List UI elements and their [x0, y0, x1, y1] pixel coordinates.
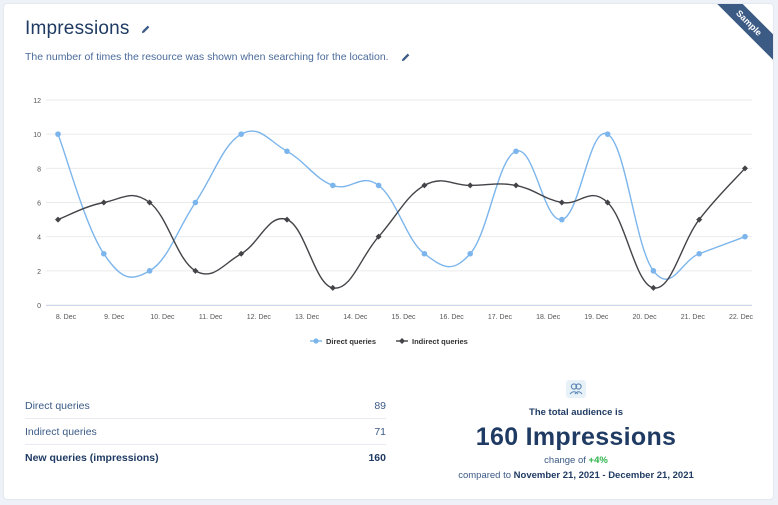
data-point — [55, 216, 61, 223]
series-line-direct — [57, 130, 746, 280]
data-point — [650, 284, 657, 291]
data-point — [238, 131, 244, 137]
stat-label: Direct queries — [25, 399, 90, 412]
x-tick-label: 9. Dec — [104, 314, 125, 321]
pencil-icon[interactable] — [400, 52, 411, 63]
data-point — [513, 148, 519, 155]
data-point — [559, 216, 565, 223]
stat-value: 89 — [374, 399, 386, 412]
data-point — [192, 199, 199, 206]
legend-marker — [399, 338, 405, 344]
data-point — [696, 216, 703, 223]
data-point — [329, 284, 336, 291]
stat-value: 71 — [374, 425, 386, 438]
x-tick-label: 22. Dec — [729, 314, 754, 321]
data-point — [742, 233, 748, 240]
data-point — [467, 182, 474, 189]
description: The number of times the resource was sho… — [25, 51, 389, 63]
title-row: Impressions — [25, 18, 151, 40]
impressions-card: Impressions The number of times the reso… — [3, 3, 774, 500]
data-point — [558, 199, 565, 206]
x-tick-label: 15. Dec — [391, 314, 416, 321]
description-row: The number of times the resource was sho… — [25, 51, 411, 63]
data-point — [238, 250, 245, 257]
x-tick-label: 12. Dec — [247, 314, 272, 321]
data-point — [742, 165, 748, 172]
data-point — [330, 182, 336, 189]
pencil-icon[interactable] — [140, 24, 151, 35]
y-tick-label: 10 — [33, 132, 41, 139]
data-point — [421, 250, 428, 257]
impressions-line-chart: 0 2 4 6 8 10 12 8. Dec 9. Dec 10. Dec 11. Dec 12. D… — [33, 98, 754, 346]
eye-icon — [761, 6, 771, 14]
x-tick-label: 10. Dec — [150, 314, 175, 321]
data-point — [284, 216, 290, 223]
stat-label: New queries (impressions) — [25, 451, 159, 464]
y-tick-label: 0 — [37, 303, 41, 310]
y-tick-label: 12 — [33, 98, 41, 105]
data-point — [101, 250, 107, 257]
data-point — [146, 199, 153, 206]
series-line-indirect — [57, 167, 746, 289]
compare-line: compared to November 21, 2021 - December… — [426, 470, 726, 481]
y-tick-label: 6 — [37, 201, 41, 208]
legend-marker — [313, 338, 319, 344]
x-tick-label: 19. Dec — [584, 314, 609, 321]
x-tick-label: 8. Dec — [56, 314, 77, 321]
compare-range: November 21, 2021 - December 21, 2021 — [513, 470, 694, 481]
data-point — [375, 182, 382, 189]
x-tick-label: 20. Dec — [633, 314, 658, 321]
y-tick-label: 2 — [37, 269, 41, 276]
stat-row-total: New queries (impressions) 160 — [25, 445, 386, 470]
page-title: Impressions — [25, 18, 130, 39]
stat-value: 160 — [368, 451, 386, 464]
data-point — [650, 268, 657, 274]
change-value: +4% — [588, 455, 608, 466]
change-prefix: change of — [544, 455, 586, 466]
data-point — [421, 182, 428, 189]
stats-table: Direct queries 89 Indirect queries 71 Ne… — [25, 393, 386, 470]
x-tick-label: 18. Dec — [536, 314, 561, 321]
stat-row-direct: Direct queries 89 — [25, 393, 386, 419]
data-point — [100, 199, 107, 206]
data-point — [604, 131, 611, 137]
stat-row-indirect: Indirect queries 71 — [25, 419, 386, 445]
data-point — [604, 199, 611, 206]
data-point — [467, 250, 474, 257]
data-point — [513, 182, 519, 189]
audience-label: The total audience is — [529, 407, 623, 418]
x-tick-label: 17. Dec — [488, 314, 513, 321]
x-tick-label: 13. Dec — [295, 314, 320, 321]
data-point — [375, 233, 382, 240]
audience-icon — [566, 380, 586, 398]
data-point — [696, 250, 702, 257]
audience-summary: The total audience is 160 Impressions ch… — [426, 380, 726, 481]
total-impressions: 160 Impressions — [475, 423, 677, 451]
data-point — [284, 148, 290, 155]
x-tick-label: 11. Dec — [199, 314, 223, 321]
legend-label: Indirect queries — [412, 337, 468, 346]
y-tick-label: 4 — [37, 235, 41, 242]
x-tick-label: 21. Dec — [681, 314, 706, 321]
data-point — [55, 131, 61, 137]
data-point — [146, 268, 153, 274]
data-point — [192, 267, 199, 274]
legend-label: Direct queries — [326, 337, 376, 346]
x-tick-label: 16. Dec — [440, 314, 465, 321]
y-tick-label: 8 — [37, 166, 41, 173]
change-line: change of +4% — [426, 455, 726, 466]
compare-prefix: compared to — [458, 470, 512, 481]
stat-label: Indirect queries — [25, 425, 97, 438]
x-tick-label: 14. Dec — [343, 314, 368, 321]
